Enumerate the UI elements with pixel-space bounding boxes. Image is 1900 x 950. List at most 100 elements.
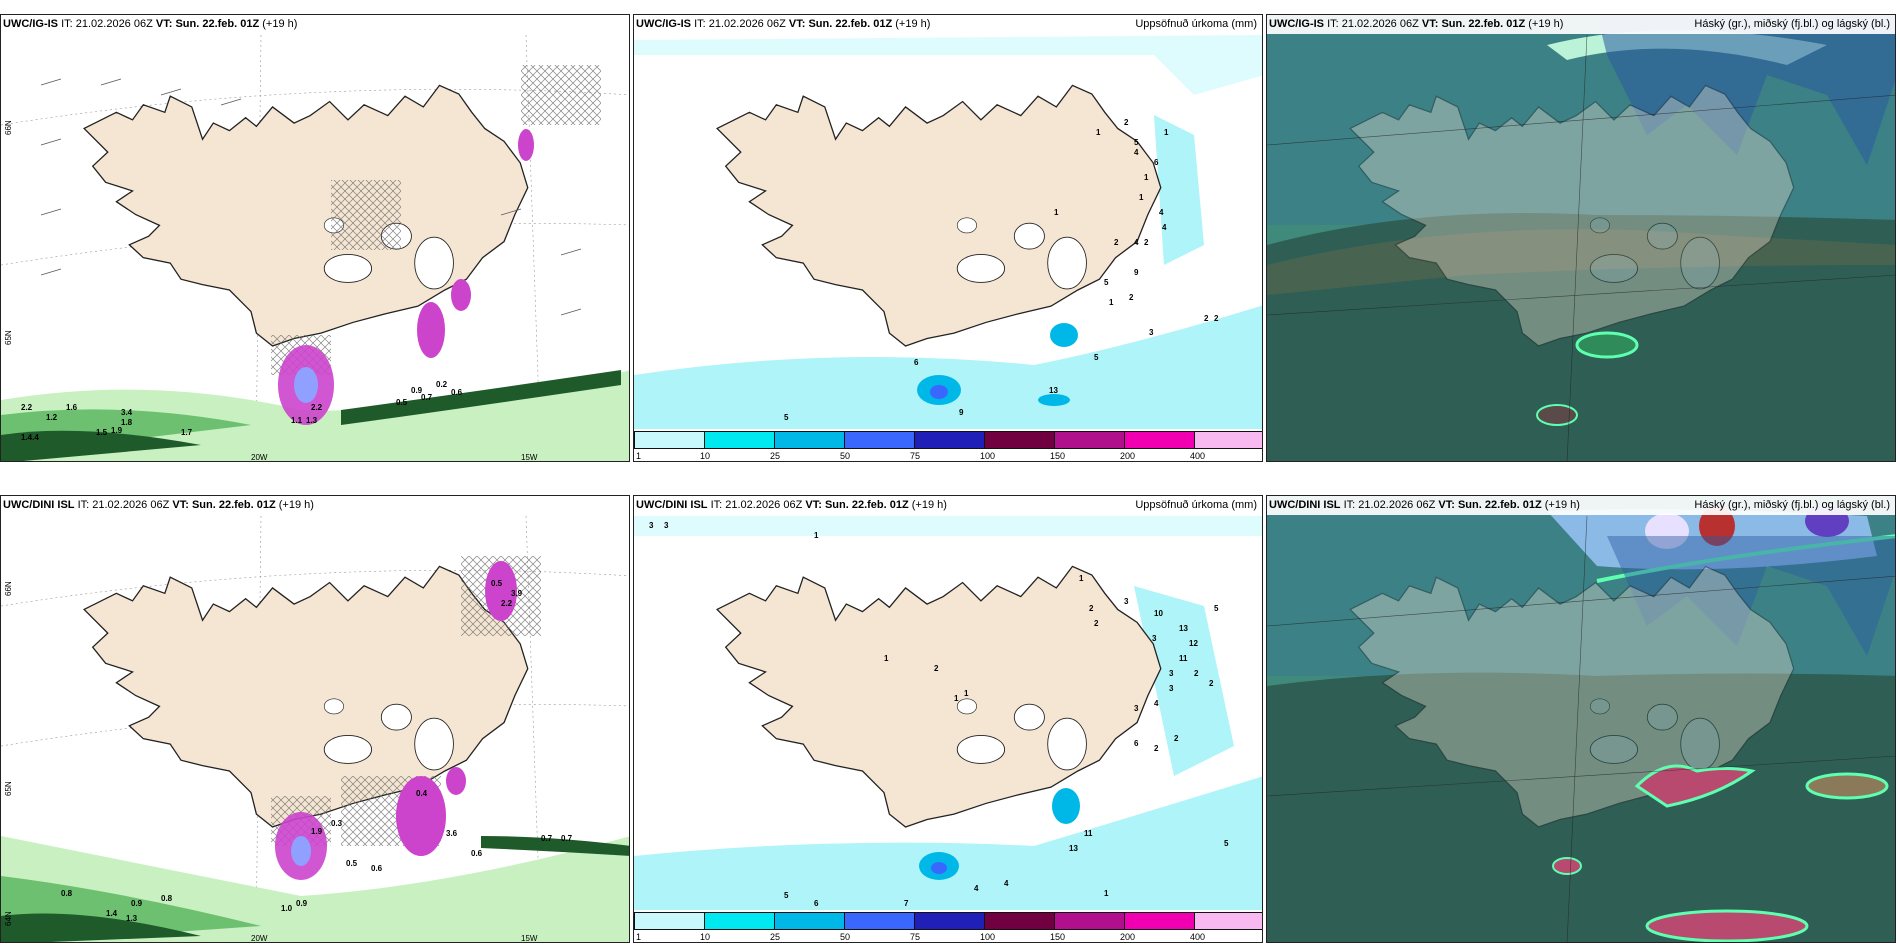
value-label: 7: [904, 899, 909, 908]
colorbar-tick-label: 25: [770, 932, 781, 942]
colorbar-swatch: [914, 431, 985, 449]
accumulated-precip-map: 3 3 1 1 2 2 3 10 13 12 11 3 3 2 1 2 1 1 …: [634, 496, 1262, 942]
value-label: 1: [1144, 173, 1149, 182]
it-label: IT:: [710, 499, 723, 511]
value-label: 2: [1129, 293, 1134, 302]
map-panel-bottom-right: UWC/DINI ISL IT: 21.02.2026 06Z VT: Sun.…: [1266, 495, 1896, 943]
value-label: 4: [1134, 148, 1139, 157]
lon-label: 15W: [521, 453, 538, 462]
panel-header: UWC/IG-IS IT: 21.02.2026 06Z VT: Sun. 22…: [1, 15, 629, 34]
valid-time: Sun. 22.feb. 01Z: [175, 18, 260, 30]
value-label: 0.5: [346, 859, 358, 868]
colorbar-swatch: [704, 912, 775, 930]
model-name: UWC/DINI ISL: [3, 499, 75, 511]
value-label: 2: [1204, 314, 1209, 323]
valid-time: Sun. 22.feb. 01Z: [1441, 18, 1526, 30]
value-label: 1: [1096, 128, 1101, 137]
colorbar-tick-label: 75: [910, 932, 921, 942]
lead-time: (+19 h): [895, 18, 931, 30]
value-label: 0.5: [491, 579, 503, 588]
it-label: IT:: [61, 18, 73, 30]
colorbar-swatch: [1054, 912, 1125, 930]
value-label: 13: [1069, 844, 1078, 853]
value-label: 0.9: [296, 899, 308, 908]
value-label: 3: [1149, 328, 1154, 337]
field-title: Uppsöfnuð úrkoma (mm): [1135, 18, 1257, 30]
value-label: 1.3: [126, 914, 138, 923]
value-label: 4: [1162, 223, 1167, 232]
value-label: 1: [964, 689, 969, 698]
value-label: 11: [1084, 829, 1093, 838]
value-label: 5: [1094, 353, 1099, 362]
panel-header: UWC/DINI ISL IT: 21.02.2026 06Z VT: Sun.…: [1, 496, 629, 515]
wind-precip-map: 0.5 3.9 2.2 0.3 1.9 3.6 0.7 0.6 0.5 0.8 …: [1, 496, 629, 942]
lead-time: (+19 h): [911, 499, 947, 511]
map-panel-bottom-middle: UWC/DINI ISL IT: 21.02.2026 06Z VT: Sun.…: [633, 495, 1263, 943]
value-label: 1: [1054, 208, 1059, 217]
value-label: 5: [1224, 839, 1229, 848]
lon-label: 20W: [251, 934, 268, 943]
lat-label: 66N: [4, 120, 13, 135]
colorbar-swatch: [844, 431, 915, 449]
value-label: 0.8: [161, 894, 173, 903]
model-name: UWC/DINI ISL: [636, 499, 708, 511]
value-label: 3.4: [121, 408, 133, 417]
value-label: 1.9: [111, 426, 123, 435]
colorbar-tick-label: 400: [1190, 451, 1206, 461]
it-label: IT:: [77, 499, 90, 511]
colorbar-tick-label: 25: [770, 451, 781, 461]
value-label: 1.7: [181, 428, 193, 437]
value-label: 9: [1134, 268, 1139, 277]
value-label: 2: [1114, 238, 1119, 247]
value-label: 12: [1189, 639, 1198, 648]
value-label: 1.6: [66, 403, 78, 412]
value-label: 1: [814, 531, 819, 540]
value-label: 2.2: [501, 599, 513, 608]
valid-time: Sun. 22.feb. 01Z: [191, 499, 276, 511]
colorbar-swatch: [634, 431, 705, 449]
value-label: 4: [1004, 879, 1009, 888]
value-label: 0.3: [331, 819, 343, 828]
value-label: 3: [1134, 704, 1139, 713]
value-label: 1.2: [46, 413, 58, 422]
colorbar-swatch: [634, 912, 705, 930]
value-label: 3.9: [511, 589, 523, 598]
colorbar-swatch: [1194, 912, 1262, 930]
value-label: 0.8: [61, 889, 73, 898]
field-title: Uppsöfnuð úrkoma (mm): [1135, 499, 1257, 511]
value-label: 2: [1209, 679, 1214, 688]
value-label: 2.2: [311, 403, 323, 412]
value-label: 2: [1174, 734, 1179, 743]
value-label: 1: [1109, 298, 1114, 307]
colorbar-swatch: [1124, 912, 1195, 930]
colorbar-swatch: [704, 431, 775, 449]
colorbar-tick-label: 200: [1120, 451, 1136, 461]
value-label: 1.0: [281, 904, 293, 913]
value-label: 3: [1169, 669, 1174, 678]
value-label: 1: [1139, 193, 1144, 202]
value-label: 0.6: [371, 864, 383, 873]
value-label: 0.7: [541, 834, 553, 843]
init-time: 21.02.2026 06Z: [725, 499, 803, 511]
value-label: 6: [914, 358, 919, 367]
value-label: 2: [1124, 118, 1129, 127]
value-label: 1: [1104, 889, 1109, 898]
value-label: 4: [1159, 208, 1164, 217]
value-label: 0.5: [396, 398, 408, 407]
value-label: 5: [1134, 138, 1139, 147]
value-label: 2.2: [21, 403, 33, 412]
vt-label: VT:: [1421, 18, 1439, 30]
lon-label: 20W: [251, 453, 268, 462]
colorbar-swatch: [1054, 431, 1125, 449]
vt-label: VT:: [172, 499, 189, 511]
value-label: 1.1: [291, 416, 303, 425]
value-label: 2: [1154, 744, 1159, 753]
it-label: IT:: [1327, 18, 1339, 30]
lead-time: (+19 h): [278, 499, 314, 511]
colorbar-tick-label: 75: [910, 451, 921, 461]
model-name: UWC/IG-IS: [1269, 18, 1324, 30]
colorbar-swatch: [1194, 431, 1262, 449]
value-label: 13: [1179, 624, 1188, 633]
value-label: 1.8: [121, 418, 133, 427]
model-name: UWC/IG-IS: [636, 18, 691, 30]
